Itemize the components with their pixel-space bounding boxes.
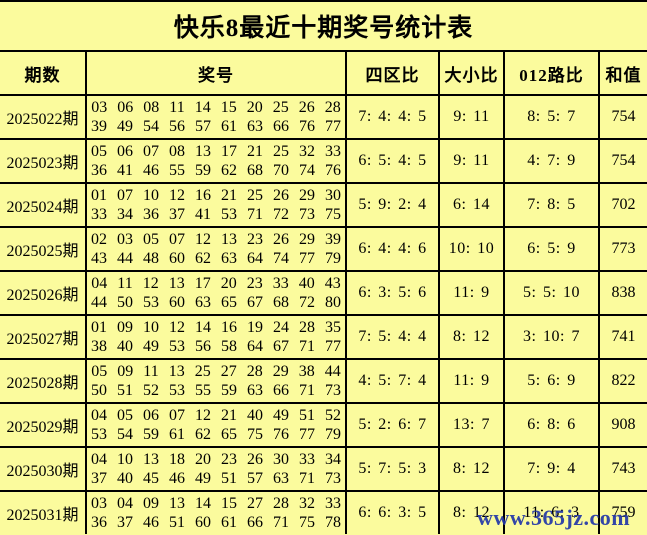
winning-numbers-cell: 03 04 09 13 14 15 27 28 32 33 36 37 46 5… (85, 490, 345, 534)
sum-cell: 754 (598, 138, 647, 182)
road012-ratio-cell: 5: 5: 10 (503, 270, 598, 314)
road012-ratio-cell: 11: 6: 3 (503, 490, 598, 534)
bigsmall-ratio-cell: 11: 9 (438, 358, 503, 402)
bigsmall-ratio-cell: 11: 9 (438, 270, 503, 314)
zone-ratio-cell: 5: 2: 6: 7 (345, 402, 438, 446)
bigsmall-ratio-cell: 8: 12 (438, 446, 503, 490)
road012-ratio-cell: 4: 7: 9 (503, 138, 598, 182)
numbers-line1: 04 05 06 07 12 21 40 49 51 52 (91, 407, 341, 424)
road012-ratio-cell: 8: 5: 7 (503, 94, 598, 138)
winning-numbers-cell: 02 03 05 07 12 13 23 26 29 39 43 44 48 6… (85, 226, 345, 270)
column-header-period: 期数 (0, 50, 85, 95)
bigsmall-ratio-cell: 10: 10 (438, 226, 503, 270)
bigsmall-ratio-cell: 13: 7 (438, 402, 503, 446)
numbers-line2: 44 50 53 60 63 65 67 68 72 80 (91, 294, 341, 311)
road012-ratio-cell: 6: 8: 6 (503, 402, 598, 446)
sum-cell: 759 (598, 490, 647, 534)
bigsmall-ratio-cell: 9: 11 (438, 138, 503, 182)
period-cell: 2025024期 (0, 182, 85, 226)
numbers-line1: 04 11 12 13 17 20 23 33 40 43 (91, 275, 341, 292)
sum-cell: 743 (598, 446, 647, 490)
numbers-line2: 53 54 59 61 62 65 75 76 77 79 (91, 426, 341, 443)
road012-ratio-cell: 7: 8: 5 (503, 182, 598, 226)
road012-ratio-cell: 7: 9: 4 (503, 446, 598, 490)
road012-ratio-cell: 3: 10: 7 (503, 314, 598, 358)
zone-ratio-cell: 6: 6: 3: 5 (345, 490, 438, 534)
zone-ratio-cell: 6: 5: 4: 5 (345, 138, 438, 182)
zone-ratio-cell: 5: 7: 5: 3 (345, 446, 438, 490)
column-header-sum: 和值 (598, 50, 647, 95)
site-watermark: www.365jz.com (477, 505, 631, 530)
winning-numbers-cell: 05 06 07 08 13 17 21 25 32 33 36 41 46 5… (85, 138, 345, 182)
period-cell: 2025028期 (0, 358, 85, 402)
numbers-line1: 04 10 13 18 20 23 26 30 33 34 (91, 451, 341, 468)
column-header-zone-ratio: 四区比 (345, 50, 438, 95)
sum-cell: 702 (598, 182, 647, 226)
column-header-road012: 012路比 (503, 50, 598, 95)
numbers-line2: 43 44 48 60 62 63 64 74 77 79 (91, 250, 341, 267)
numbers-line2: 39 49 54 56 57 61 63 66 76 77 (91, 118, 341, 135)
bigsmall-ratio-cell: 8: 12 (438, 490, 503, 534)
period-cell: 2025025期 (0, 226, 85, 270)
period-cell: 2025022期 (0, 94, 85, 138)
sum-cell: 741 (598, 314, 647, 358)
sum-cell: 822 (598, 358, 647, 402)
period-cell: 2025031期 (0, 490, 85, 534)
period-cell: 2025027期 (0, 314, 85, 358)
numbers-line1: 01 07 10 12 16 21 25 26 29 30 (91, 187, 341, 204)
numbers-line2: 36 37 46 51 60 61 66 71 75 78 (91, 514, 341, 531)
column-header-bigsmall: 大小比 (438, 50, 503, 95)
numbers-line1: 02 03 05 07 12 13 23 26 29 39 (91, 231, 341, 248)
numbers-line1: 03 06 08 11 14 15 20 25 26 28 (91, 99, 341, 116)
sum-cell: 838 (598, 270, 647, 314)
bigsmall-ratio-cell: 6: 14 (438, 182, 503, 226)
numbers-line2: 33 34 36 37 41 53 71 72 73 75 (91, 206, 341, 223)
zone-ratio-cell: 5: 9: 2: 4 (345, 182, 438, 226)
winning-numbers-cell: 01 07 10 12 16 21 25 26 29 30 33 34 36 3… (85, 182, 345, 226)
zone-ratio-cell: 6: 3: 5: 6 (345, 270, 438, 314)
numbers-line2: 37 40 45 46 49 51 57 63 71 73 (91, 470, 341, 487)
sum-cell: 754 (598, 94, 647, 138)
period-cell: 2025029期 (0, 402, 85, 446)
period-cell: 2025030期 (0, 446, 85, 490)
zone-ratio-cell: 6: 4: 4: 6 (345, 226, 438, 270)
zone-ratio-cell: 7: 4: 4: 5 (345, 94, 438, 138)
winning-numbers-cell: 03 06 08 11 14 15 20 25 26 28 39 49 54 5… (85, 94, 345, 138)
numbers-line1: 05 09 11 13 25 27 28 29 38 44 (91, 363, 341, 380)
period-cell: 2025023期 (0, 138, 85, 182)
zone-ratio-cell: 4: 5: 7: 4 (345, 358, 438, 402)
sum-cell: 773 (598, 226, 647, 270)
numbers-line1: 05 06 07 08 13 17 21 25 32 33 (91, 143, 341, 160)
road012-ratio-cell: 6: 5: 9 (503, 226, 598, 270)
bigsmall-ratio-cell: 9: 11 (438, 94, 503, 138)
sum-cell: 908 (598, 402, 647, 446)
winning-numbers-cell: 05 09 11 13 25 27 28 29 38 44 50 51 52 5… (85, 358, 345, 402)
winning-numbers-cell: 01 09 10 12 14 16 19 24 28 35 38 40 49 5… (85, 314, 345, 358)
numbers-line1: 03 04 09 13 14 15 27 28 32 33 (91, 495, 341, 512)
numbers-line2: 50 51 52 53 55 59 63 66 71 73 (91, 382, 341, 399)
road012-ratio-cell: 5: 6: 9 (503, 358, 598, 402)
numbers-line2: 36 41 46 55 59 62 68 70 74 76 (91, 162, 341, 179)
bigsmall-ratio-cell: 8: 12 (438, 314, 503, 358)
period-cell: 2025026期 (0, 270, 85, 314)
numbers-line2: 38 40 49 53 56 58 64 67 71 77 (91, 338, 341, 355)
numbers-line1: 01 09 10 12 14 16 19 24 28 35 (91, 319, 341, 336)
winning-numbers-cell: 04 10 13 18 20 23 26 30 33 34 37 40 45 4… (85, 446, 345, 490)
winning-numbers-cell: 04 11 12 13 17 20 23 33 40 43 44 50 53 6… (85, 270, 345, 314)
column-header-numbers: 奖号 (85, 50, 345, 95)
stats-table: 期数 奖号 四区比 大小比 012路比 和值 2025022期 03 06 08… (0, 50, 647, 534)
page-title: 快乐8最近十期奖号统计表 (173, 15, 474, 42)
zone-ratio-cell: 7: 5: 4: 4 (345, 314, 438, 358)
winning-numbers-cell: 04 05 06 07 12 21 40 49 51 52 53 54 59 6… (85, 402, 345, 446)
